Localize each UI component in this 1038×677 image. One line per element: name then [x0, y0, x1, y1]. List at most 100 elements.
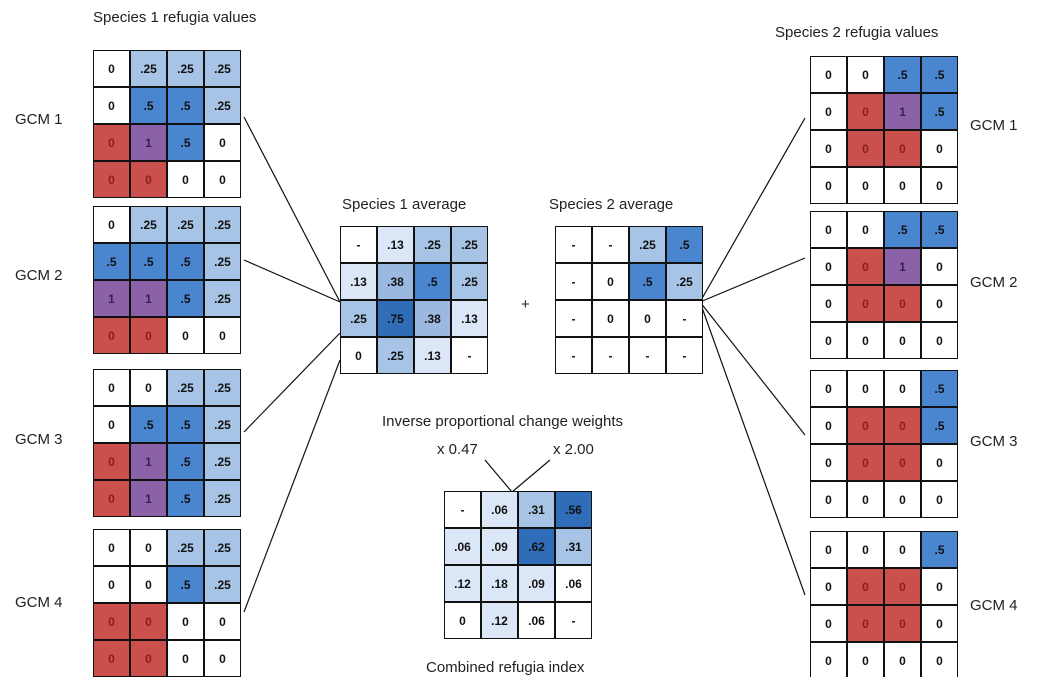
gcm-label-right-1: GCM 1	[970, 117, 1018, 134]
grid-cell: 0	[131, 641, 166, 676]
connector-s1-gcm3	[243, 332, 341, 433]
grid-cell: 1	[885, 249, 920, 284]
grid-cell: .25	[131, 51, 166, 86]
grid-cell: .06	[556, 566, 591, 601]
grid-cell: .25	[630, 227, 665, 262]
grid-cell: 0	[885, 286, 920, 321]
species2-gcm3-grid: 0 0 0.5 0 0 0.5 0 0 0 0 0 0 0 0	[810, 370, 958, 518]
grid-cell: 0	[811, 643, 846, 677]
grid-cell: 0	[848, 131, 883, 166]
gcm-label-right-3: GCM 3	[970, 433, 1018, 450]
species1-gcm4-grid: 0 0.25.25 0 0.5.25 0 0 0 0 0 0 0 0	[93, 529, 241, 677]
grid-cell: 1	[131, 125, 166, 160]
species1-average-title: Species 1 average	[342, 196, 467, 213]
grid-cell: .5	[885, 212, 920, 247]
connector-s1-gcm1	[243, 116, 341, 303]
grid-cell: .5	[131, 407, 166, 442]
grid-cell: .5	[922, 57, 957, 92]
grid-cell: 0	[811, 482, 846, 517]
grid-cell: .25	[205, 281, 240, 316]
grid-cell: .13	[415, 338, 450, 373]
grid-cell: 0	[94, 407, 129, 442]
gcm-label-right-2: GCM 2	[970, 274, 1018, 291]
grid-cell: .12	[482, 603, 517, 638]
grid-cell: -	[593, 338, 628, 373]
grid-cell: 0	[811, 168, 846, 203]
grid-cell: .13	[452, 301, 487, 336]
grid-cell: 0	[922, 286, 957, 321]
grid-cell: -	[445, 492, 480, 527]
grid-cell: 0	[811, 249, 846, 284]
grid-cell: 0	[885, 131, 920, 166]
grid-cell: .5	[168, 88, 203, 123]
grid-cell: 0	[811, 532, 846, 567]
grid-cell: 0	[811, 606, 846, 641]
grid-cell: .18	[482, 566, 517, 601]
grid-cell: 0	[885, 482, 920, 517]
grid-cell: 0	[94, 641, 129, 676]
grid-cell: .09	[519, 566, 554, 601]
grid-cell: .75	[378, 301, 413, 336]
grid-cell: .25	[205, 51, 240, 86]
grid-cell: 0	[94, 370, 129, 405]
gcm-label-left-4: GCM 4	[15, 594, 63, 611]
connector-s1-gcm4	[243, 359, 341, 613]
grid-cell: .5	[922, 408, 957, 443]
grid-cell: 0	[922, 131, 957, 166]
grid-cell: 0	[94, 318, 129, 353]
grid-cell: -	[593, 227, 628, 262]
grid-cell: .25	[415, 227, 450, 262]
grid-cell: 0	[445, 603, 480, 638]
grid-cell: 0	[922, 569, 957, 604]
grid-cell: 0	[131, 530, 166, 565]
grid-cell: .13	[378, 227, 413, 262]
grid-cell: .25	[452, 264, 487, 299]
grid-cell: 0	[885, 569, 920, 604]
grid-cell: .06	[519, 603, 554, 638]
grid-cell: .25	[378, 338, 413, 373]
grid-cell: .5	[667, 227, 702, 262]
grid-cell: -	[556, 264, 591, 299]
grid-cell: .5	[131, 244, 166, 279]
combined-index-grid: - .06.31.56.06.09.62.31.12.18.09.06 0.12.0…	[444, 491, 592, 639]
grid-cell: 0	[885, 323, 920, 358]
grid-cell: .38	[415, 301, 450, 336]
grid-cell: .5	[168, 244, 203, 279]
grid-cell: .5	[922, 532, 957, 567]
grid-cell: .25	[168, 530, 203, 565]
grid-cell: -	[556, 301, 591, 336]
grid-cell: .38	[378, 264, 413, 299]
species1-gcm3-grid: 0 0.25.25 0.5.5.25 0 1.5.25 0 1.5.25	[93, 369, 241, 517]
connector-s2-gcm4	[699, 301, 806, 596]
grid-cell: .25	[205, 88, 240, 123]
grid-cell: 0	[922, 606, 957, 641]
grid-cell: 0	[811, 323, 846, 358]
grid-cell: .25	[205, 407, 240, 442]
grid-cell: .5	[94, 244, 129, 279]
gcm-label-left-1: GCM 1	[15, 111, 63, 128]
grid-cell: .25	[168, 370, 203, 405]
grid-cell: 0	[811, 94, 846, 129]
grid-cell: -	[667, 301, 702, 336]
grid-cell: 0	[205, 162, 240, 197]
grid-cell: 0	[848, 643, 883, 677]
grid-cell: 0	[131, 567, 166, 602]
species1-average-grid: - .13.25.25.13.38.5.25.25.75.38.13 0.25.13…	[340, 226, 488, 374]
grid-cell: -	[667, 338, 702, 373]
grid-cell: 0	[205, 125, 240, 160]
grid-cell: 0	[885, 168, 920, 203]
grid-cell: 0	[94, 162, 129, 197]
grid-cell: 0	[811, 212, 846, 247]
weights-title: Inverse proportional change weights	[382, 413, 623, 430]
grid-cell: 0	[848, 212, 883, 247]
grid-cell: 0	[811, 131, 846, 166]
grid-cell: .25	[205, 244, 240, 279]
species2-gcm1-grid: 0 0.5.5 0 0 1.5 0 0 0 0 0 0 0 0	[810, 56, 958, 204]
grid-cell: .25	[205, 530, 240, 565]
species2-gcm2-grid: 0 0.5.5 0 0 1 0 0 0 0 0 0 0 0 0	[810, 211, 958, 359]
grid-cell: .5	[922, 371, 957, 406]
grid-cell: 0	[811, 57, 846, 92]
grid-cell: 0	[848, 569, 883, 604]
grid-cell: 0	[205, 604, 240, 639]
